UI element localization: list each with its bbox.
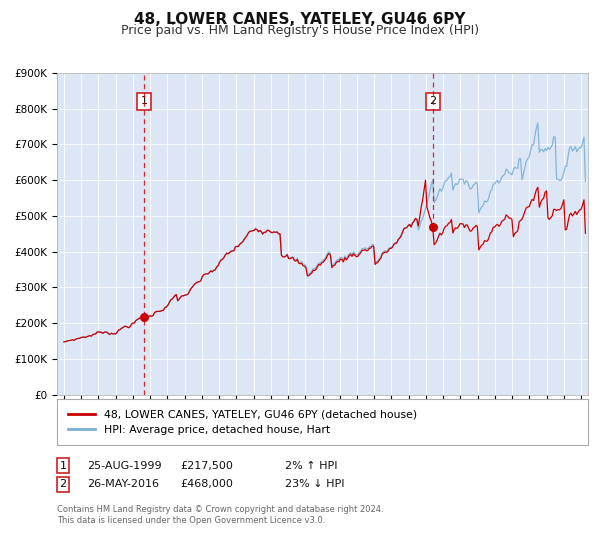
Text: £468,000: £468,000	[180, 479, 233, 489]
Text: 2: 2	[59, 479, 67, 489]
Text: 1: 1	[140, 96, 148, 106]
Text: Price paid vs. HM Land Registry's House Price Index (HPI): Price paid vs. HM Land Registry's House …	[121, 24, 479, 36]
Legend: 48, LOWER CANES, YATELEY, GU46 6PY (detached house), HPI: Average price, detache: 48, LOWER CANES, YATELEY, GU46 6PY (deta…	[65, 407, 421, 438]
Text: 23% ↓ HPI: 23% ↓ HPI	[285, 479, 344, 489]
Text: £217,500: £217,500	[180, 461, 233, 471]
Text: 1: 1	[59, 461, 67, 471]
Text: 48, LOWER CANES, YATELEY, GU46 6PY: 48, LOWER CANES, YATELEY, GU46 6PY	[134, 12, 466, 27]
Text: 2: 2	[429, 96, 436, 106]
Text: 2% ↑ HPI: 2% ↑ HPI	[285, 461, 337, 471]
Text: 26-MAY-2016: 26-MAY-2016	[87, 479, 159, 489]
Text: Contains HM Land Registry data © Crown copyright and database right 2024.
This d: Contains HM Land Registry data © Crown c…	[57, 505, 383, 525]
Point	[139, 312, 149, 321]
Text: 25-AUG-1999: 25-AUG-1999	[87, 461, 161, 471]
Point	[428, 223, 437, 232]
